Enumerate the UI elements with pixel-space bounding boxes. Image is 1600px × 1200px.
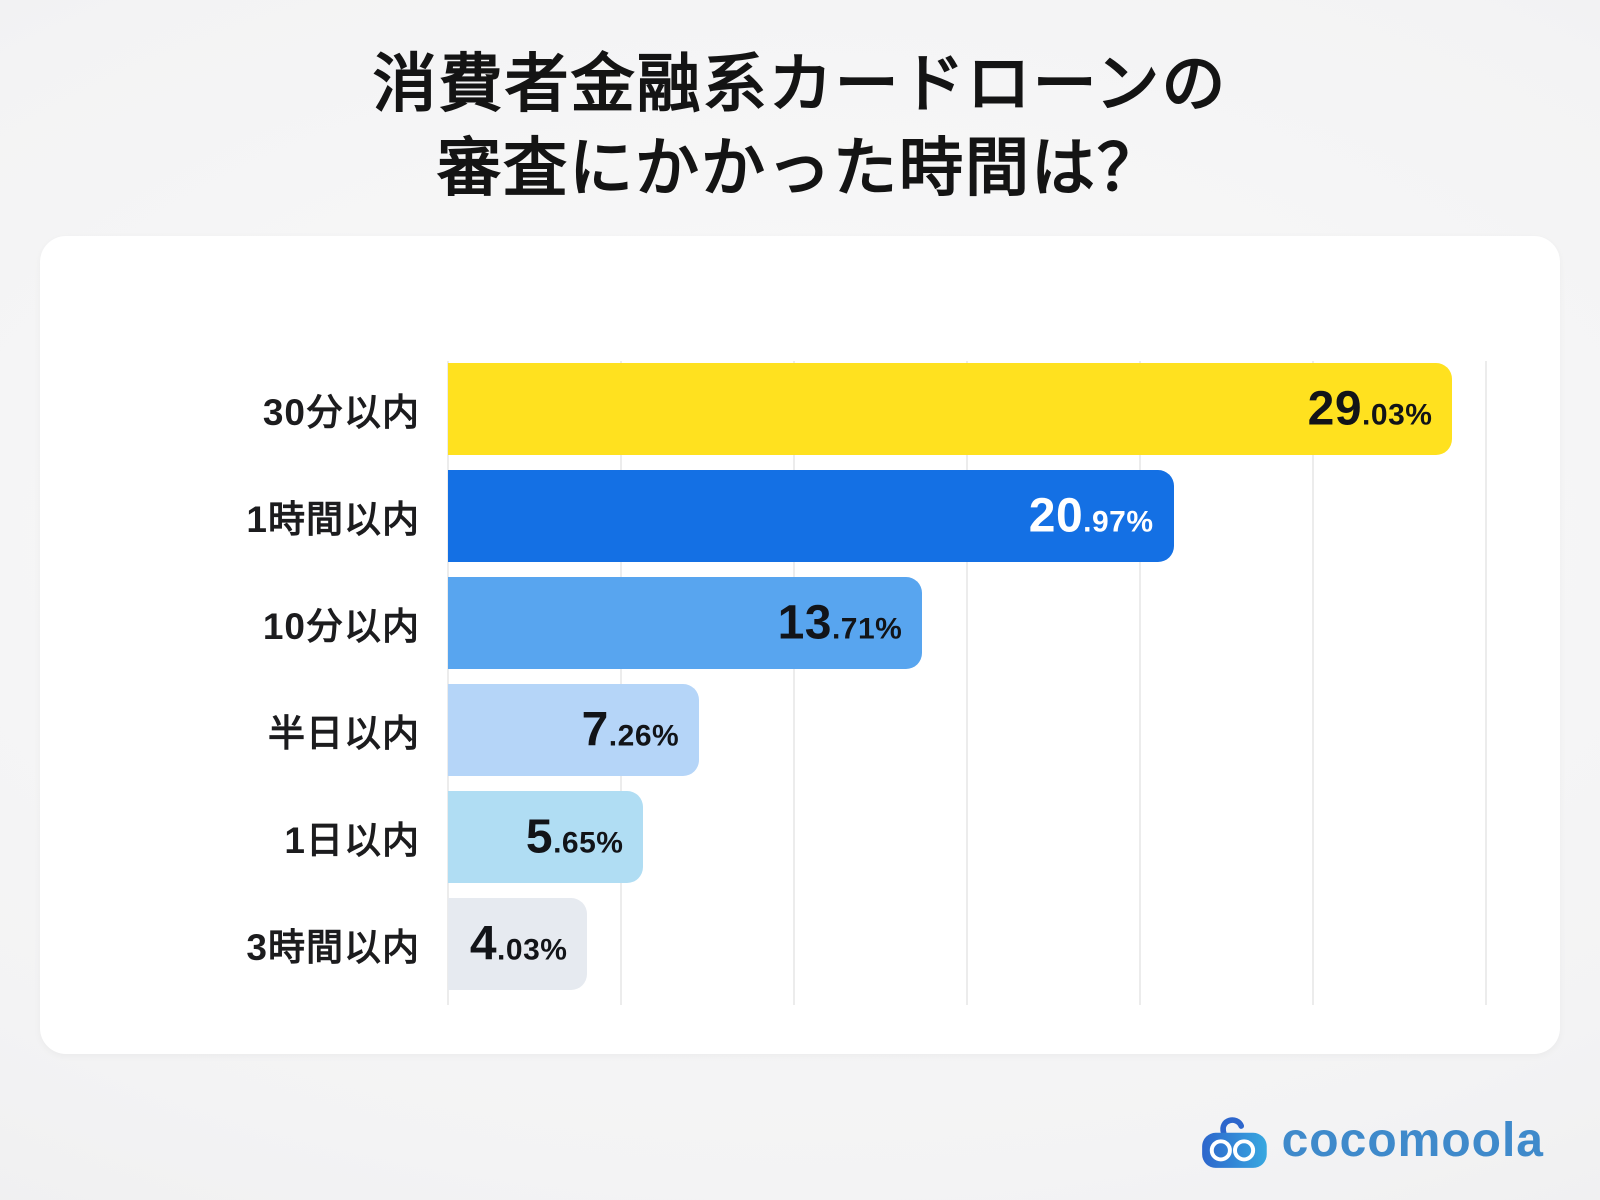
gridlines (447, 361, 1487, 1005)
bar-rows: 30分以内 29.03% 1時間以内 20.97% 10分以内 13.71% 半… (246, 363, 1486, 1005)
category-label: 1日以内 (284, 820, 420, 861)
value-label: 13.71% (777, 596, 903, 650)
gridline (793, 361, 795, 1005)
category-label: 3時間以内 (246, 927, 420, 968)
bar-row-10min: 10分以内 13.71% (263, 577, 1486, 669)
value-label: 29.03% (1307, 382, 1433, 436)
bar-row-3hours: 3時間以内 4.03% (246, 898, 1486, 990)
chart-title-line2: 審査にかかった時間は？ (437, 132, 1163, 205)
value-label: 5.65% (525, 810, 624, 864)
bar-chart: 30分以内 29.03% 1時間以内 20.97% 10分以内 13.71% 半… (246, 361, 1487, 1005)
value-label: 7.26% (581, 703, 680, 757)
chart-title: 消費者金融系カードローンの 審査にかかった時間は？ (0, 42, 1600, 211)
value-label: 20.97% (1028, 489, 1154, 543)
cocomoola-robot-icon (1201, 1117, 1267, 1168)
bar-1hour: 20.97% (448, 470, 1174, 562)
bar-1day: 5.65% (448, 791, 644, 883)
category-label: 10分以内 (262, 606, 420, 647)
bar-row-1day: 1日以内 5.65% (284, 791, 1486, 883)
bar-halfday: 7.26% (448, 684, 700, 776)
chart-card: 30分以内 29.03% 1時間以内 20.97% 10分以内 13.71% 半… (40, 236, 1560, 1054)
gridline (1312, 361, 1314, 1005)
gridline (447, 361, 449, 1005)
value-label: 4.03% (469, 917, 568, 971)
category-label: 30分以内 (262, 392, 420, 433)
category-label: 1時間以内 (246, 499, 420, 540)
brand-logo: cocomoola (1201, 1114, 1544, 1172)
gridline (1485, 361, 1487, 1005)
gridline (1139, 361, 1141, 1005)
bar-row-1hour: 1時間以内 20.97% (246, 470, 1486, 562)
bar-10min: 13.71% (448, 577, 923, 669)
gridline (966, 361, 968, 1005)
bar-row-30min: 30分以内 29.03% (263, 363, 1486, 455)
brand-wordmark: cocomoola (1281, 1114, 1544, 1167)
category-label: 半日以内 (268, 713, 420, 754)
bar-3hours: 4.03% (448, 898, 588, 990)
bar-30min: 29.03% (448, 363, 1453, 455)
bar-row-halfday: 半日以内 7.26% (268, 684, 1486, 776)
gridline (620, 361, 622, 1005)
chart-title-line1: 消費者金融系カードローンの (372, 48, 1228, 120)
